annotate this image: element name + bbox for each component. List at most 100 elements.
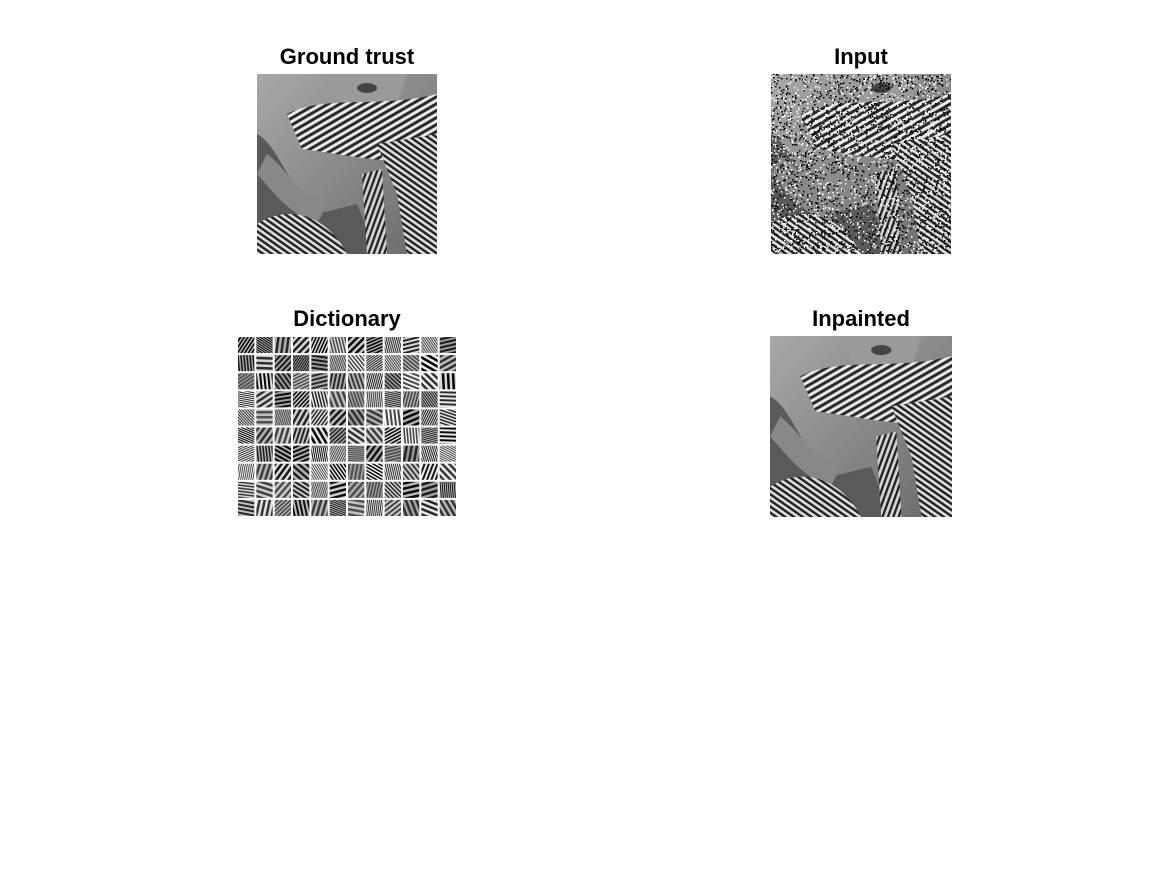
dictionary-atom (274, 499, 291, 516)
dictionary-atom (348, 499, 365, 516)
dictionary-atom (329, 445, 346, 462)
dictionary-atom (421, 391, 438, 408)
dictionary-atom (274, 337, 291, 354)
dictionary-atom (256, 463, 273, 480)
dictionary-atom (238, 463, 255, 480)
dictionary-atom (238, 427, 255, 444)
dictionary-atom (439, 445, 456, 462)
dictionary-atom (329, 481, 346, 498)
dictionary-atom (348, 391, 365, 408)
dictionary-atom (274, 481, 291, 498)
dictionary-atom (311, 391, 328, 408)
dictionary-atom (366, 427, 383, 444)
dictionary-atom (274, 391, 291, 408)
dictionary-atom (348, 355, 365, 372)
dictionary-atom (311, 355, 328, 372)
dictionary-atom (366, 355, 383, 372)
dictionary-atom (311, 445, 328, 462)
dictionary-atom (329, 463, 346, 480)
dictionary-atom (329, 427, 346, 444)
dictionary-atom (274, 373, 291, 390)
dictionary-atom (384, 445, 401, 462)
dictionary-atom (293, 409, 310, 426)
dictionary-atom (256, 355, 273, 372)
dictionary-atom (238, 355, 255, 372)
dictionary-atom (238, 481, 255, 498)
dictionary-atom (311, 499, 328, 516)
dictionary-atom (421, 337, 438, 354)
dictionary-atom (293, 373, 310, 390)
dictionary-atom (348, 481, 365, 498)
dictionary-atom (403, 463, 420, 480)
dictionary-atoms-grid (237, 336, 457, 517)
dictionary-atom (238, 445, 255, 462)
dictionary-atom (366, 337, 383, 354)
dictionary-atom (348, 463, 365, 480)
dictionary-atom (274, 409, 291, 426)
dictionary-atom (256, 337, 273, 354)
dictionary-atom (439, 355, 456, 372)
dictionary-atom (403, 355, 420, 372)
dictionary-atom (384, 427, 401, 444)
dictionary-atom (348, 445, 365, 462)
dictionary-atom (348, 427, 365, 444)
dictionary-atom (421, 427, 438, 444)
inpainted-image (770, 336, 952, 517)
dictionary-atom (293, 499, 310, 516)
dictionary-atom (348, 409, 365, 426)
dictionary-atom (384, 409, 401, 426)
dictionary-atom (366, 445, 383, 462)
dictionary-atom (238, 337, 255, 354)
input-title: Input (834, 44, 888, 69)
dictionary-atom (311, 481, 328, 498)
dictionary-atom (366, 409, 383, 426)
dictionary-atom (366, 481, 383, 498)
dictionary-atom (274, 427, 291, 444)
dictionary-atom (366, 391, 383, 408)
dictionary-atom (274, 445, 291, 462)
dictionary-atom (421, 463, 438, 480)
dictionary-atom (384, 463, 401, 480)
dictionary-atom (293, 427, 310, 444)
dictionary-atom (238, 391, 255, 408)
dictionary-atom (403, 499, 420, 516)
dictionary-atom (403, 409, 420, 426)
dictionary-atom (403, 337, 420, 354)
dictionary-atom (329, 391, 346, 408)
dictionary-atom (311, 337, 328, 354)
dictionary-atom (256, 373, 273, 390)
dictionary-atom (384, 337, 401, 354)
dictionary-atom (439, 481, 456, 498)
dictionary-atom (439, 463, 456, 480)
dictionary-atom (311, 409, 328, 426)
dictionary-atom (403, 481, 420, 498)
dictionary-atom (384, 481, 401, 498)
inpainted-title: Inpainted (812, 306, 910, 331)
dictionary-atom (293, 463, 310, 480)
dictionary-atom (439, 373, 456, 390)
dictionary-atom (293, 391, 310, 408)
dictionary-atom (421, 445, 438, 462)
ground-truth-title: Ground trust (279, 44, 415, 69)
dictionary-title: Dictionary (293, 306, 401, 331)
dictionary-atom (329, 337, 346, 354)
dictionary-atom (439, 409, 456, 426)
dictionary-atom (366, 499, 383, 516)
dictionary-atom (256, 427, 273, 444)
dictionary-atom (311, 427, 328, 444)
dictionary-atom (274, 355, 291, 372)
dictionary-atom (238, 499, 255, 516)
dictionary-atom (238, 373, 255, 390)
dictionary-atom (366, 463, 383, 480)
dictionary-atom (293, 445, 310, 462)
dictionary-atom (348, 373, 365, 390)
dictionary-atom (293, 355, 310, 372)
dictionary-atom (293, 337, 310, 354)
dictionary-atom (329, 355, 346, 372)
dictionary-atom (439, 427, 456, 444)
dictionary-atom (403, 427, 420, 444)
dictionary-atom (384, 373, 401, 390)
dictionary-atom (348, 337, 365, 354)
dictionary-atom (439, 337, 456, 354)
dictionary-atom (256, 499, 273, 516)
